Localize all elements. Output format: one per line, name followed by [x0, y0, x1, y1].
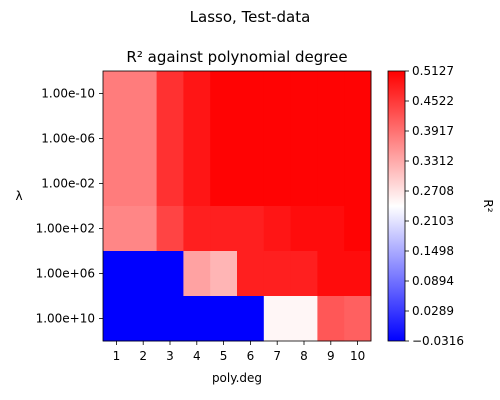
heatmap-cell [317, 206, 345, 252]
heatmap-cell [263, 296, 291, 342]
heatmap-cell [237, 116, 265, 162]
heatmap-cell [103, 71, 131, 117]
x-tick-label: 2 [139, 349, 147, 363]
heatmap-cell [344, 251, 372, 297]
heatmap-cell [344, 161, 372, 207]
heatmap-cell [129, 116, 157, 162]
x-tick-label: 4 [193, 349, 201, 363]
heatmap-cell [129, 206, 157, 252]
heatmap-cell [156, 71, 184, 117]
heatmap-cell [344, 296, 372, 342]
colorbar-ticks: 0.5127 0.4522 0.3917 0.3312 0.2708 0.2103 0.14… [405, 64, 464, 348]
plot-frame [102, 70, 372, 342]
colorbar-tick-label: 0.2708 [412, 184, 454, 198]
heatmap-cell [263, 161, 291, 207]
x-axis-label: poly.deg [212, 371, 262, 385]
y-tick-label: 1.00e-10 [41, 87, 95, 101]
heatmap-cell [129, 161, 157, 207]
heatmap-cell [103, 206, 131, 252]
heatmap-cell [237, 206, 265, 252]
colorbar-tick-label: 0.0289 [412, 304, 454, 318]
colorbar-tick-label: 0.4522 [412, 94, 454, 108]
colorbar-label: R² [481, 199, 495, 212]
heatmap-cell [183, 71, 211, 117]
heatmap-cell [317, 116, 345, 162]
heatmap-cell [210, 71, 238, 117]
y-tick-label: 1.00e-06 [41, 132, 95, 146]
heatmap-cell [210, 251, 238, 297]
heatmap-cell [210, 296, 238, 342]
heatmap-cell [237, 296, 265, 342]
colorbar-tick-label: 0.1498 [412, 244, 454, 258]
colorbar-tick-label: 0.5127 [412, 64, 454, 78]
heatmap-cell [129, 296, 157, 342]
x-tick-label: 9 [327, 349, 335, 363]
heatmap-cell [183, 251, 211, 297]
heatmap-cell [103, 296, 131, 342]
heatmap-cell [156, 296, 184, 342]
heatmap-cell [317, 71, 345, 117]
heatmap-cell [156, 161, 184, 207]
heatmap-cell [344, 116, 372, 162]
heatmap-cell [344, 71, 372, 117]
heatmap-cell [263, 206, 291, 252]
colorbar-tick-label: −0.0316 [412, 334, 464, 348]
heatmap-cell [129, 71, 157, 117]
heatmap-cell [103, 251, 131, 297]
heatmap-cell [290, 71, 318, 117]
figure-suptitle: Lasso, Test-data [190, 8, 311, 26]
y-axis-ticks: 1.00e-10 1.00e-06 1.00e-02 1.00e+02 1.00e+06… [36, 87, 103, 326]
heatmap-cell [210, 206, 238, 252]
heatmap-cell [210, 116, 238, 162]
chart-title: R² against polynomial degree [126, 48, 347, 66]
heatmap-cell [210, 161, 238, 207]
colorbar-tick-label: 0.0894 [412, 274, 454, 288]
x-tick-label: 5 [220, 349, 228, 363]
heatmap-cell [290, 206, 318, 252]
heatmap-cell [290, 296, 318, 342]
colorbar-tick-label: 0.3312 [412, 154, 454, 168]
heatmap-cell [183, 116, 211, 162]
x-tick-label: 8 [300, 349, 308, 363]
heatmap-cell [317, 251, 345, 297]
heatmap-cell [129, 251, 157, 297]
colorbar-tick-label: 0.2103 [412, 214, 454, 228]
heatmap-cell [237, 71, 265, 117]
heatmap-cell [156, 116, 184, 162]
x-tick-label: 1 [113, 349, 121, 363]
y-tick-label: 1.00e+06 [36, 267, 95, 281]
heatmap-cell [156, 206, 184, 252]
x-tick-label: 6 [247, 349, 255, 363]
x-tick-label: 10 [350, 349, 365, 363]
heatmap-cell [237, 161, 265, 207]
heatmap-cell [263, 116, 291, 162]
colorbar-tick-label: 0.3917 [412, 124, 454, 138]
heatmap-cell [263, 251, 291, 297]
heatmap-cell [263, 71, 291, 117]
x-axis-ticks: 1 2 3 4 5 6 7 8 9 10 [113, 341, 365, 363]
heatmap-cell [237, 251, 265, 297]
heatmap-cell [317, 296, 345, 342]
heatmap-cell [290, 161, 318, 207]
y-axis-label: λ [15, 189, 22, 203]
heatmap-cells [103, 71, 372, 342]
x-tick-label: 3 [166, 349, 174, 363]
heatmap-cell [183, 206, 211, 252]
y-tick-label: 1.00e+10 [36, 312, 95, 326]
heatmap-cell [290, 116, 318, 162]
heatmap-cell [290, 251, 318, 297]
heatmap-cell [103, 116, 131, 162]
heatmap-cell [183, 161, 211, 207]
y-tick-label: 1.00e-02 [41, 177, 95, 191]
heatmap-cell [156, 251, 184, 297]
heatmap-cell [344, 206, 372, 252]
colorbar [387, 70, 406, 342]
y-tick-label: 1.00e+02 [36, 222, 95, 236]
x-tick-label: 7 [273, 349, 281, 363]
heatmap-cell [183, 296, 211, 342]
heatmap-cell [317, 161, 345, 207]
heatmap-cell [103, 161, 131, 207]
